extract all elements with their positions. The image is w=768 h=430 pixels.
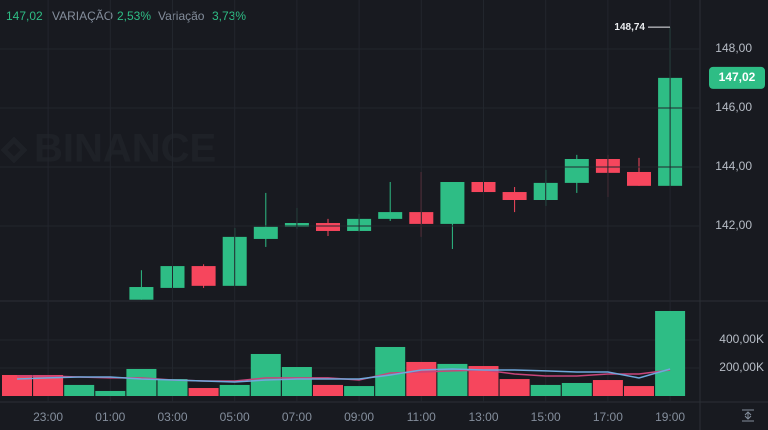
x-tick-label: 01:00	[95, 410, 125, 424]
volume-bar	[95, 390, 126, 396]
y-tick-label: 148,00	[715, 41, 752, 55]
volume-bar	[33, 374, 64, 396]
header: 147,02 VARIAÇÃO 2,53% Variação 3,73%	[6, 9, 246, 23]
watermark: BINANCE	[0, 127, 216, 171]
volume-bar	[499, 379, 530, 396]
volume-bar	[250, 353, 281, 396]
x-tick-label: 15:00	[531, 410, 561, 424]
candle-body	[378, 212, 403, 219]
scale-icon	[742, 409, 754, 422]
volume-bar	[655, 310, 686, 396]
candle-body	[191, 266, 216, 286]
volume-bar	[126, 368, 157, 396]
x-tick-label: 05:00	[220, 410, 250, 424]
watermark-text: BINANCE	[34, 127, 216, 171]
volume-bar	[375, 346, 406, 396]
candle-body	[316, 223, 340, 231]
x-tick-label: 17:00	[593, 410, 623, 424]
header-change: 3,73%	[212, 9, 246, 23]
candle-body	[564, 158, 589, 183]
x-tick-label: 13:00	[468, 410, 498, 424]
header-price: 147,02	[6, 9, 43, 23]
high-marker-label: 148,74	[614, 22, 645, 33]
volume-bar	[561, 382, 592, 396]
price-pane	[129, 27, 683, 300]
volume-bar	[344, 386, 375, 396]
x-tick-label: 11:00	[407, 410, 436, 424]
plot	[0, 0, 700, 402]
moving-average-line	[16, 368, 671, 383]
price-tag-label: 147,02	[719, 70, 756, 84]
header-change: 2,53%	[117, 9, 151, 23]
header-label: VARIAÇÃO	[52, 9, 113, 23]
volume-bar	[592, 380, 623, 396]
y-tick-label: 146,00	[715, 100, 752, 114]
candle-body	[129, 287, 154, 300]
volume-bar	[2, 374, 32, 396]
volume-bar	[624, 386, 654, 396]
x-tick-label: 23:00	[33, 410, 63, 424]
volume-bar	[406, 361, 437, 396]
volume-bar	[313, 384, 343, 396]
volume-bar	[188, 388, 219, 396]
volume-bar	[281, 367, 312, 396]
y-tick-label: 200,00K	[719, 360, 764, 374]
y-tick-label: 142,00	[715, 218, 752, 232]
candle-body	[440, 182, 465, 224]
price-tag	[709, 66, 765, 89]
x-tick-label: 09:00	[344, 410, 374, 424]
candle-body	[502, 192, 527, 200]
volume-bar	[157, 379, 188, 396]
y-tick-label: 400,00K	[719, 332, 764, 346]
header-label: Variação	[158, 9, 205, 23]
x-tick-label: 19:00	[655, 410, 685, 424]
volume-bar	[64, 384, 95, 396]
y-tick-label: 144,00	[715, 159, 752, 173]
volume-bar	[219, 384, 250, 396]
volume-bar	[530, 384, 561, 396]
candle-body	[627, 171, 651, 186]
x-tick-label: 07:00	[282, 410, 312, 424]
candle-body	[253, 226, 278, 239]
x-tick-label: 03:00	[157, 410, 187, 424]
